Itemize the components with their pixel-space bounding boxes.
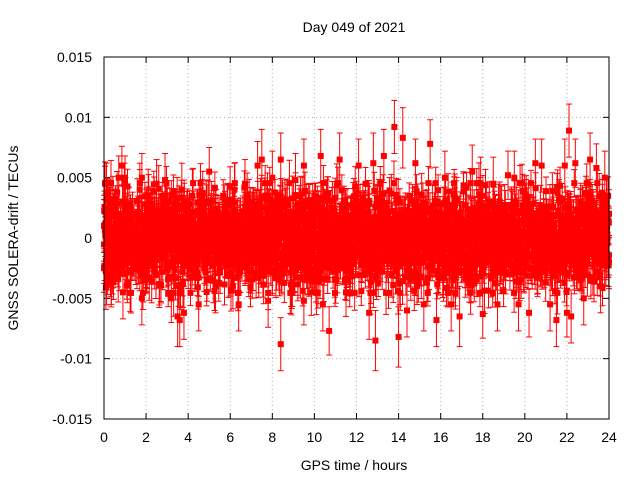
y-tick-label: -0.01 [60, 351, 92, 367]
y-tick-label: -0.015 [52, 411, 92, 427]
y-tick-label: 0.005 [57, 170, 92, 186]
x-tick-label: 24 [601, 429, 617, 445]
x-tick-label: 2 [142, 429, 150, 445]
x-tick-label: 10 [307, 429, 323, 445]
data-point [114, 189, 120, 195]
x-tick-label: 4 [184, 429, 192, 445]
y-tick-label: -0.005 [52, 290, 92, 306]
data-point [115, 276, 121, 282]
y-tick-label: 0.015 [57, 49, 92, 65]
x-tick-label: 12 [349, 429, 365, 445]
data-point [128, 290, 134, 296]
x-tick-label: 22 [559, 429, 575, 445]
x-tick-label: 16 [433, 429, 449, 445]
data-point [172, 267, 178, 273]
data-point [153, 272, 159, 278]
x-tick-label: 14 [391, 429, 407, 445]
data-point [200, 190, 206, 196]
y-tick-label: 0 [84, 230, 92, 246]
x-tick-label: 18 [475, 429, 491, 445]
x-tick-label: 6 [226, 429, 234, 445]
data-point [190, 180, 196, 186]
x-tick-label: 0 [100, 429, 108, 445]
y-tick-label: 0.01 [65, 109, 92, 125]
x-tick-label: 8 [268, 429, 276, 445]
x-tick-label: 20 [517, 429, 533, 445]
data-point [222, 281, 228, 287]
data-point [286, 180, 292, 186]
data-point [195, 284, 201, 290]
chart-title: Day 049 of 2021 [303, 19, 406, 35]
data-point [212, 185, 218, 191]
x-axis-label: GPS time / hours [301, 457, 408, 473]
y-axis-label: GNSS SOLERA-drift / TECUs [5, 146, 21, 331]
